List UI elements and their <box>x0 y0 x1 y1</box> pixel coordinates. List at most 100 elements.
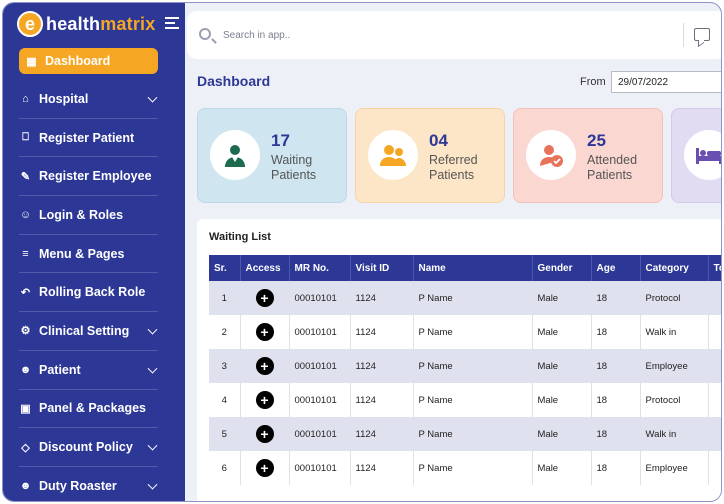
chevron-down-icon[interactable] <box>147 324 158 335</box>
stat-label-line1: Referred <box>429 153 478 167</box>
sidebar-item-discount-policy[interactable]: ◇ Discount Policy <box>19 428 158 467</box>
row-mr-no: 00010101 <box>289 383 351 417</box>
stat-card[interactable] <box>671 108 721 203</box>
row-category: Employee <box>640 451 709 485</box>
from-date-input[interactable] <box>611 71 721 93</box>
row-to <box>708 349 721 383</box>
row-name: P Name <box>413 315 533 349</box>
sidebar-item-clinical-setting[interactable]: ⚙ Clinical Setting <box>19 312 158 351</box>
add-access-icon[interactable]: + <box>255 289 274 307</box>
chevron-down-icon[interactable] <box>147 479 158 490</box>
sidebar-item-label: Rolling Back Role <box>39 285 146 300</box>
add-access-icon[interactable]: + <box>255 391 274 409</box>
referral-icon <box>368 130 418 180</box>
add-access-icon[interactable]: + <box>255 323 274 341</box>
column-header[interactable]: MR No. <box>289 255 351 281</box>
sidebar-item-label: Duty Roaster <box>39 478 117 493</box>
sidebar-item-register-patient[interactable]: ⎕ Register Patient <box>19 119 158 158</box>
row-sr: 5 <box>209 417 241 451</box>
hamburger-menu-icon[interactable] <box>165 17 179 29</box>
row-age: 18 <box>591 417 641 451</box>
stat-label-line1: Attended <box>587 153 638 167</box>
sidebar-item-duty-roaster[interactable]: ☻ Duty Roaster <box>19 467 158 501</box>
column-header[interactable]: Name <box>413 255 533 281</box>
column-header[interactable]: Visit ID <box>350 255 414 281</box>
row-mr-no: 00010101 <box>289 315 351 349</box>
row-gender: Male <box>532 281 592 315</box>
row-visit-id: 1124 <box>350 451 414 485</box>
sidebar-item-dashboard[interactable]: ▦ Dashboard <box>19 48 158 74</box>
bed-icon <box>684 130 721 180</box>
column-header[interactable]: Category <box>640 255 709 281</box>
column-header[interactable]: Age <box>591 255 641 281</box>
add-access-icon[interactable]: + <box>255 459 274 477</box>
tag-icon: ◇ <box>21 441 30 454</box>
app-logo[interactable]: e healthmatrix <box>17 9 155 39</box>
stat-label: Referred Patients <box>429 153 478 183</box>
sidebar-item-label: Patient <box>39 362 81 377</box>
page-title: Dashboard <box>197 73 271 89</box>
table-row[interactable]: 1 +00010101 1124 P Name Male 18 Protocol <box>209 281 721 315</box>
hospital-icon: ⌂ <box>22 92 29 105</box>
sidebar-item-login-roles[interactable]: ☺ Login & Roles <box>19 196 158 235</box>
search-icon[interactable] <box>199 28 211 40</box>
briefcase-icon: ⎕ <box>22 131 29 144</box>
stat-card[interactable]: 04 Referred Patients <box>355 108 505 203</box>
row-sr: 2 <box>209 315 241 349</box>
sidebar-item-patient[interactable]: ☻ Patient <box>19 351 158 390</box>
chevron-down-icon[interactable] <box>147 92 158 103</box>
add-access-icon[interactable]: + <box>255 425 274 443</box>
row-age: 18 <box>591 451 641 485</box>
table-row[interactable]: 6 +00010101 1124 P Name Male 18 Employee <box>209 451 721 485</box>
stat-card[interactable]: 17 Waiting Patients <box>197 108 347 203</box>
list-icon: ≡ <box>22 247 29 260</box>
sidebar-item-label: Menu & Pages <box>39 246 125 261</box>
row-sr: 4 <box>209 383 241 417</box>
row-visit-id: 1124 <box>350 315 414 349</box>
row-age: 18 <box>591 315 641 349</box>
stat-count: 17 <box>271 131 290 150</box>
user-clock-icon: ☻ <box>19 479 32 492</box>
stat-card[interactable]: 25 Attended Patients <box>513 108 663 203</box>
column-header[interactable]: To <box>708 255 721 281</box>
chevron-down-icon[interactable] <box>147 440 158 451</box>
package-icon: ▣ <box>20 402 31 415</box>
stat-count: 04 <box>429 131 448 150</box>
stat-label: Attended Patients <box>587 153 637 183</box>
search-input[interactable] <box>223 25 523 45</box>
sidebar-item-rolling-back-role[interactable]: ↶ Rolling Back Role <box>19 273 158 313</box>
sidebar-item-register-employee[interactable]: ✎ Register Employee <box>19 157 158 197</box>
access-cell: + <box>240 349 290 383</box>
column-header[interactable]: Access <box>240 255 290 281</box>
sidebar-item-label: Panel & Packages <box>39 401 147 416</box>
sidebar-item-menu-pages[interactable]: ≡ Menu & Pages <box>19 235 158 274</box>
row-category: Protocol <box>640 383 709 417</box>
waiting-list-title: Waiting List <box>209 231 271 243</box>
table-row[interactable]: 4 +00010101 1124 P Name Male 18 Protocol <box>209 383 721 417</box>
sidebar-item-label: Dashboard <box>45 54 111 68</box>
column-header[interactable]: Sr. <box>209 255 241 281</box>
row-visit-id: 1124 <box>350 349 414 383</box>
sidebar-item-panel-packages[interactable]: ▣ Panel & Packages <box>19 390 158 429</box>
logo-word-b: matrix <box>100 13 156 34</box>
stat-label-line2: Patients <box>429 168 475 182</box>
column-header[interactable]: Gender <box>532 255 592 281</box>
row-to <box>708 417 721 451</box>
table-row[interactable]: 2 +00010101 1124 P Name Male 18 Walk in <box>209 315 721 349</box>
sidebar-item-hospital[interactable]: ⌂ Hospital <box>19 80 158 119</box>
chevron-down-icon[interactable] <box>147 363 158 374</box>
table-row[interactable]: 5 +00010101 1124 P Name Male 18 Walk in <box>209 417 721 451</box>
access-cell: + <box>240 281 290 315</box>
row-gender: Male <box>532 315 592 349</box>
topbar-divider <box>683 23 684 47</box>
add-access-icon[interactable]: + <box>255 357 274 375</box>
row-category: Employee <box>640 349 709 383</box>
logo-mark: e <box>17 11 43 37</box>
access-cell: + <box>240 383 290 417</box>
row-mr-no: 00010101 <box>289 281 351 315</box>
row-name: P Name <box>413 417 533 451</box>
table-row[interactable]: 3 +00010101 1124 P Name Male 18 Employee <box>209 349 721 383</box>
chat-icon[interactable] <box>694 28 710 41</box>
row-name: P Name <box>413 451 533 485</box>
stat-label-line2: Patients <box>587 168 633 182</box>
